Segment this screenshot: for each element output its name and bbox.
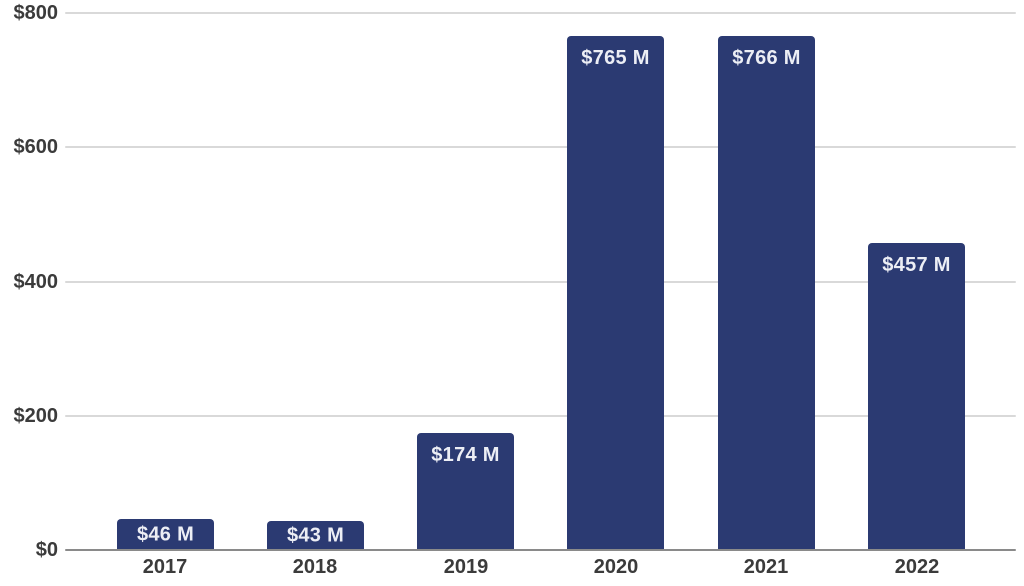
bar-2019: $174 M	[417, 433, 514, 550]
bar-2017: $46 M	[117, 519, 214, 550]
bar-value-label: $765 M	[581, 47, 650, 69]
x-tick-label: 2021	[743, 556, 789, 578]
y-tick-label: $400	[13, 270, 59, 293]
gridline	[65, 280, 1016, 283]
bar-value-label: $174 M	[431, 444, 500, 466]
y-tick-label: $0	[35, 539, 58, 561]
gridline	[65, 146, 1016, 149]
x-tick-label: 2020	[593, 556, 639, 578]
bar-value-label: $766 M	[732, 47, 801, 69]
y-tick-label: $200	[13, 404, 59, 427]
bar-2018: $43 M	[267, 521, 364, 550]
x-tick-label: 2022	[894, 556, 940, 578]
y-tick-label: $800	[13, 2, 59, 24]
y-tick-label: $600	[13, 136, 59, 159]
x-tick-label: 2018	[292, 556, 338, 578]
bar-2022: $457 M	[868, 243, 965, 550]
gridline	[65, 414, 1016, 417]
x-tick-label: 2017	[142, 556, 188, 578]
bar-value-label: $46 M	[136, 523, 195, 545]
gridline	[65, 12, 1016, 14]
x-axis-baseline	[65, 549, 1016, 551]
bar-value-label: $43 M	[286, 524, 345, 546]
x-tick-label: 2019	[443, 556, 489, 578]
bar-2020: $765 M	[567, 36, 664, 550]
bar-value-label: $457 M	[882, 254, 951, 276]
bar-2021: $766 M	[718, 36, 815, 550]
